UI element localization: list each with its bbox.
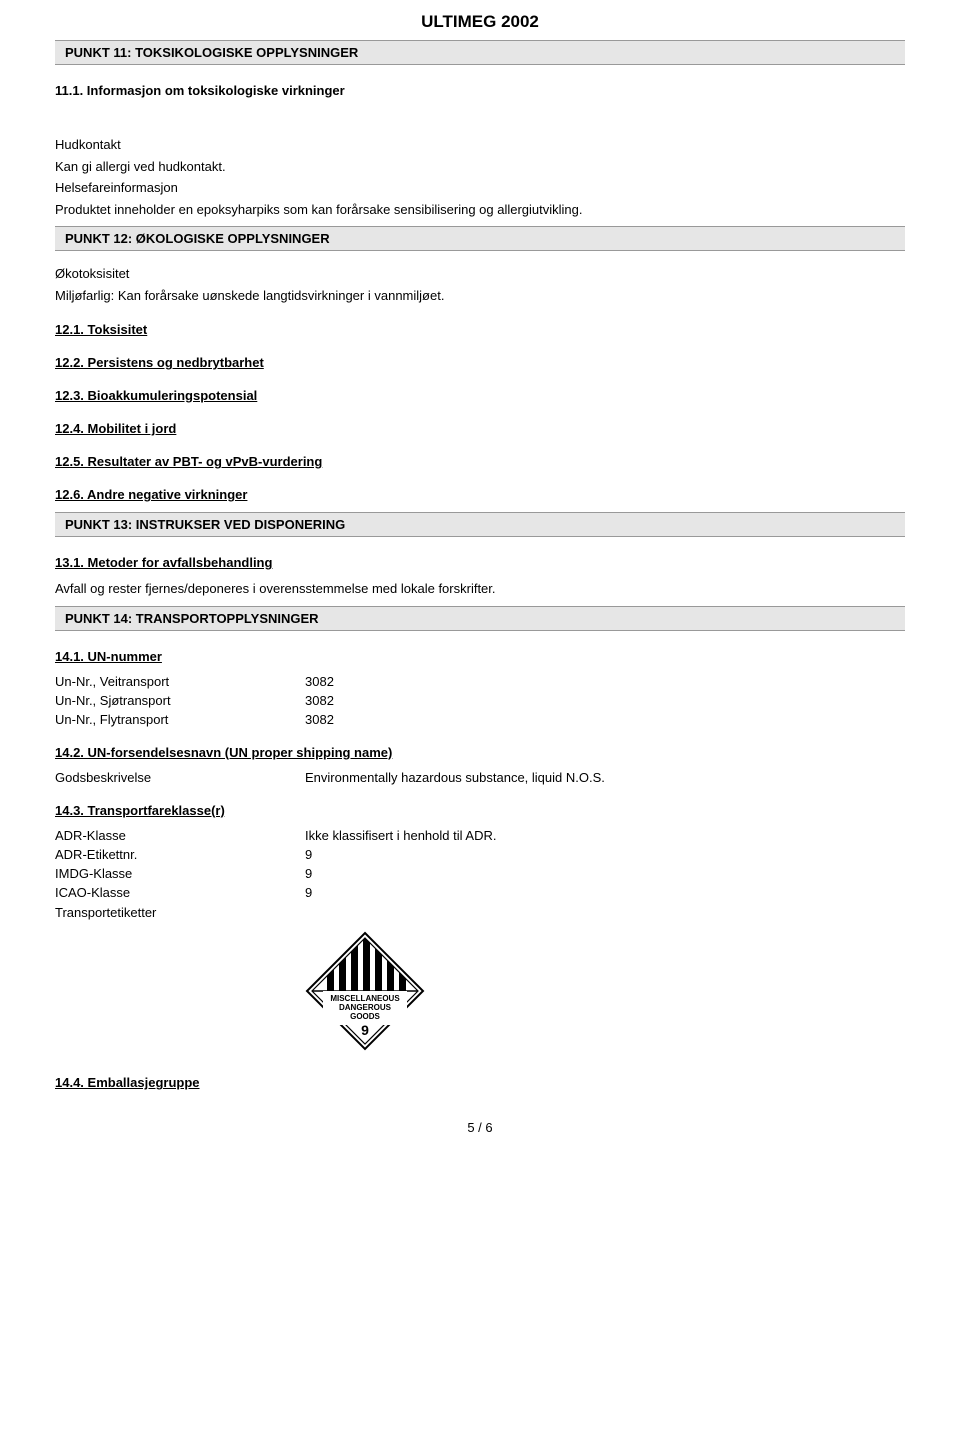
class-key: ADR-Etikettnr. <box>55 847 305 862</box>
section-12-2-heading: 12.2. Persistens og nedbrytbarhet <box>55 355 905 370</box>
section-14-bar: PUNKT 14: TRANSPORTOPPLYSNINGER <box>55 606 905 631</box>
class-key: ICAO-Klasse <box>55 885 305 900</box>
gods-row: Godsbeskrivelse Environmentally hazardou… <box>55 770 905 785</box>
un-key: Un-Nr., Sjøtransport <box>55 693 305 708</box>
class-row: ICAO-Klasse 9 <box>55 885 905 900</box>
section-14-3-heading: 14.3. Transportfareklasse(r) <box>55 803 905 818</box>
class-9-hazard-icon: MISCELLANEOUS DANGEROUS GOODS 9 <box>305 931 425 1051</box>
hazard-diamond-wrap: MISCELLANEOUS DANGEROUS GOODS 9 <box>55 931 905 1051</box>
section-14-2-heading: 14.2. UN-forsendelsesnavn (UN proper shi… <box>55 745 905 760</box>
hudkontakt-text: Kan gi allergi ved hudkontakt. <box>55 158 905 176</box>
helsefare-text: Produktet inneholder en epoksyharpiks so… <box>55 201 905 219</box>
class-val: 9 <box>305 866 905 881</box>
gods-key: Godsbeskrivelse <box>55 770 305 785</box>
class-row: ADR-Klasse Ikke klassifisert i henhold t… <box>55 828 905 843</box>
hazard-text-line1: MISCELLANEOUS <box>330 994 400 1003</box>
section-13-text: Avfall og rester fjernes/deponeres i ove… <box>55 580 905 598</box>
un-row: Un-Nr., Flytransport 3082 <box>55 712 905 727</box>
section-12-3-heading: 12.3. Bioakkumuleringspotensial <box>55 388 905 403</box>
section-12-4-heading: 12.4. Mobilitet i jord <box>55 421 905 436</box>
hudkontakt-label: Hudkontakt <box>55 136 905 154</box>
un-key: Un-Nr., Flytransport <box>55 712 305 727</box>
un-key: Un-Nr., Veitransport <box>55 674 305 689</box>
transport-etiketter-label: Transportetiketter <box>55 904 905 922</box>
un-val: 3082 <box>305 674 905 689</box>
section-14-4-heading: 14.4. Emballasjegruppe <box>55 1075 905 1090</box>
un-row: Un-Nr., Veitransport 3082 <box>55 674 905 689</box>
class-key: IMDG-Klasse <box>55 866 305 881</box>
section-13-1-heading: 13.1. Metoder for avfallsbehandling <box>55 555 905 570</box>
doc-title: ULTIMEG 2002 <box>55 12 905 32</box>
un-val: 3082 <box>305 693 905 708</box>
ekotoks-label: Økotoksisitet <box>55 265 905 283</box>
section-12-6-heading: 12.6. Andre negative virkninger <box>55 487 905 502</box>
hazard-text-line2: DANGEROUS <box>339 1003 392 1012</box>
section-12-5-heading: 12.5. Resultater av PBT- og vPvB-vurderi… <box>55 454 905 469</box>
section-12-1-heading: 12.1. Toksisitet <box>55 322 905 337</box>
un-row: Un-Nr., Sjøtransport 3082 <box>55 693 905 708</box>
section-13-bar: PUNKT 13: INSTRUKSER VED DISPONERING <box>55 512 905 537</box>
class-val: 9 <box>305 885 905 900</box>
class-row: IMDG-Klasse 9 <box>55 866 905 881</box>
class-val: 9 <box>305 847 905 862</box>
page-container: ULTIMEG 2002 PUNKT 11: TOKSIKOLOGISKE OP… <box>0 0 960 1175</box>
class-val: Ikke klassifisert i henhold til ADR. <box>305 828 905 843</box>
hazard-class-num: 9 <box>361 1022 369 1038</box>
un-val: 3082 <box>305 712 905 727</box>
gods-val: Environmentally hazardous substance, liq… <box>305 770 905 785</box>
section-11-bar: PUNKT 11: TOKSIKOLOGISKE OPPLYSNINGER <box>55 40 905 65</box>
hazard-text-line3: GOODS <box>350 1012 380 1021</box>
section-11-1-heading: 11.1. Informasjon om toksikologiske virk… <box>55 83 905 98</box>
section-12-bar: PUNKT 12: ØKOLOGISKE OPPLYSNINGER <box>55 226 905 251</box>
section-14-1-heading: 14.1. UN-nummer <box>55 649 905 664</box>
class-row: ADR-Etikettnr. 9 <box>55 847 905 862</box>
class-key: ADR-Klasse <box>55 828 305 843</box>
helsefare-label: Helsefareinformasjon <box>55 179 905 197</box>
ekotoks-text: Miljøfarlig: Kan forårsake uønskede lang… <box>55 287 905 305</box>
page-number: 5 / 6 <box>55 1120 905 1135</box>
